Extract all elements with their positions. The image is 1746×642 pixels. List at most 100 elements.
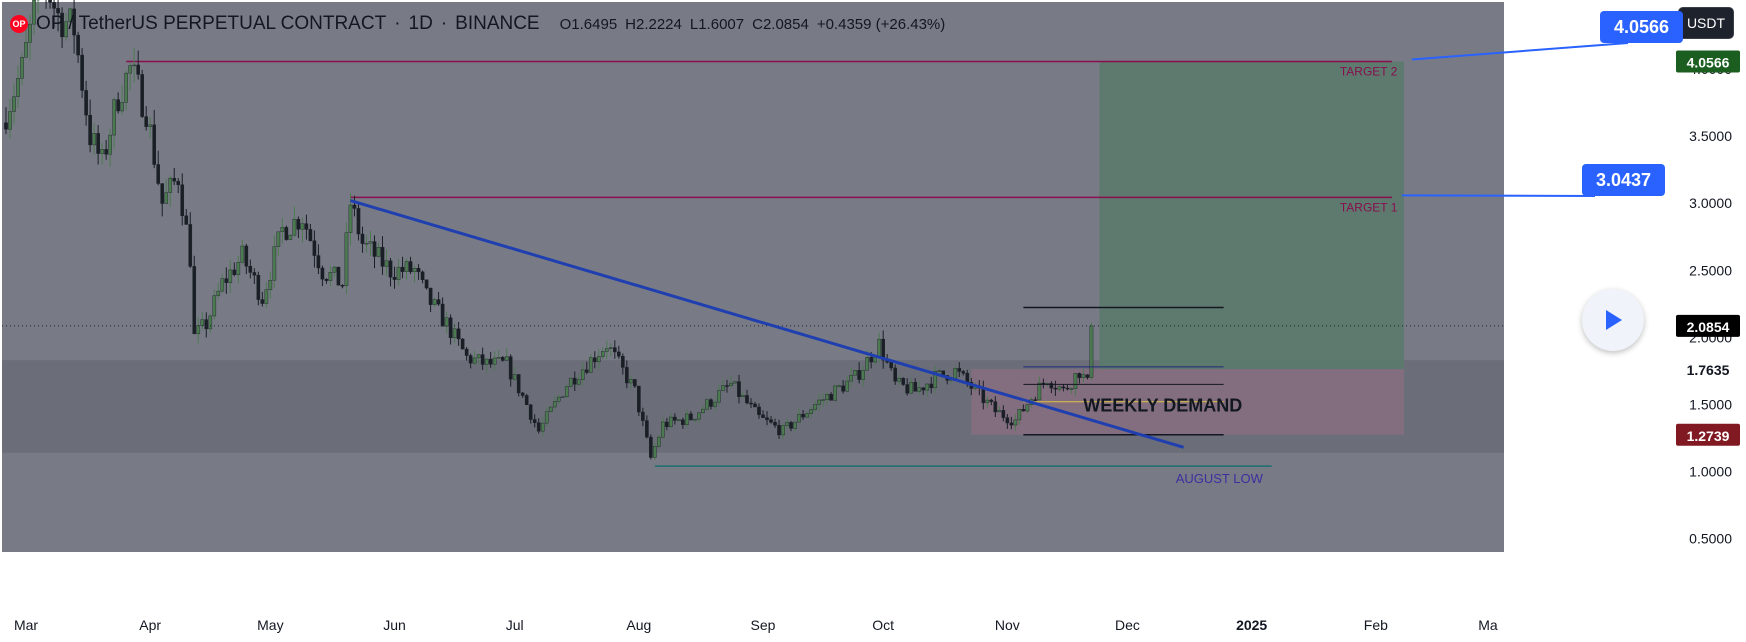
tradingview-logo-icon (18, 575, 58, 596)
candle-body (1049, 383, 1054, 389)
interval-label[interactable]: 1D (408, 13, 433, 34)
candle-body (989, 399, 994, 402)
candle-body (1069, 388, 1074, 390)
candle-body (1061, 386, 1066, 389)
candle-body (124, 72, 128, 103)
candle-body (805, 413, 809, 418)
x-tick-label: Feb (1364, 617, 1388, 633)
candle-body (785, 422, 789, 426)
candle-body (528, 404, 533, 420)
price-scale-tag (1676, 358, 1740, 381)
y-tick-label: 1.0000 (1689, 464, 1732, 480)
y-tick-label: 2.5000 (1689, 262, 1732, 278)
low-value: L1.6007 (689, 15, 745, 33)
candle-body (504, 356, 509, 361)
candle-body (72, 8, 76, 36)
candle-body (264, 289, 269, 304)
symbol-title[interactable]: OP / TetherUS PERPETUAL CONTRACT (36, 13, 387, 34)
candle-body (645, 420, 649, 438)
candle-body (460, 338, 465, 350)
candle-body (749, 402, 753, 405)
candle-body (376, 247, 381, 257)
candle-body (488, 358, 493, 365)
candle-body (428, 287, 433, 305)
candle-body (817, 399, 821, 405)
candle-body (312, 240, 317, 256)
candle-body (1085, 374, 1090, 378)
candle-body (793, 421, 797, 429)
candle-body (252, 272, 257, 276)
candle-body (104, 149, 108, 155)
candle-body (889, 361, 893, 369)
x-tick-label: Jul (506, 617, 524, 633)
candle-body (925, 383, 930, 391)
candle-body (8, 111, 12, 130)
candle-body (380, 247, 385, 267)
candle-body (584, 369, 589, 373)
candle-body (629, 379, 633, 384)
candle-body (272, 246, 277, 281)
candle-body (316, 255, 321, 269)
candle-body (168, 177, 173, 193)
candle-body (693, 418, 697, 421)
x-tick-label: Oct (872, 617, 894, 633)
candle-body (657, 436, 661, 447)
candle-body (757, 406, 761, 415)
x-tick-label: Ma (1478, 617, 1498, 633)
candle-body (320, 267, 325, 280)
callout-connector (1411, 42, 1629, 61)
candle-body (781, 425, 785, 436)
candle-body (765, 417, 769, 420)
title-separator: · (394, 13, 401, 34)
candle-body (1021, 409, 1026, 412)
candle-body (625, 367, 629, 384)
price-scale-tag (1676, 314, 1740, 337)
candle-body (388, 260, 393, 278)
candle-body (364, 242, 369, 245)
candle-body (532, 419, 537, 423)
candle-body (348, 204, 353, 233)
candle-body (144, 116, 148, 127)
candle-body (849, 374, 853, 382)
candle-body (80, 54, 84, 91)
candle-body (96, 133, 100, 154)
candle-body (572, 377, 577, 385)
candle-body (432, 299, 437, 305)
candle-body (28, 23, 32, 43)
candle-body (1013, 419, 1018, 426)
candle-body (829, 394, 833, 401)
candle-body (737, 381, 741, 397)
candle-body (256, 274, 261, 300)
candle-body (833, 385, 837, 401)
candle-body (356, 208, 361, 235)
candle-body (324, 278, 329, 281)
chart-header: OP OP / TetherUS PERPETUAL CONTRACT · 1D… (10, 12, 945, 36)
candle-body (713, 401, 717, 407)
title-separator: · (440, 13, 448, 34)
y-tick-label: 3.0000 (1689, 195, 1732, 211)
candle-body (741, 395, 745, 397)
candle-body (701, 408, 705, 414)
candle-body (420, 271, 425, 280)
candle-body (132, 64, 136, 67)
candle-body (797, 413, 801, 423)
candle-body (64, 21, 68, 38)
candle-body (248, 265, 253, 273)
replay-play-button[interactable] (1582, 289, 1644, 351)
candle-body (1077, 373, 1082, 378)
candle-body (88, 114, 92, 146)
candle-body (216, 290, 221, 296)
candle-body (304, 223, 309, 230)
price-scale-tag-label: 4.0566 (1687, 54, 1730, 70)
candle-body (160, 183, 165, 204)
currency-button[interactable]: USDT (1679, 8, 1733, 38)
candle-body (685, 413, 689, 425)
candle-body (204, 319, 209, 330)
candle-body (332, 266, 337, 273)
candle-body (164, 192, 169, 204)
x-tick-label: Jun (383, 617, 406, 633)
candle-body (476, 354, 481, 359)
candle-body (52, 2, 56, 9)
price-scale-tag (1676, 50, 1740, 73)
